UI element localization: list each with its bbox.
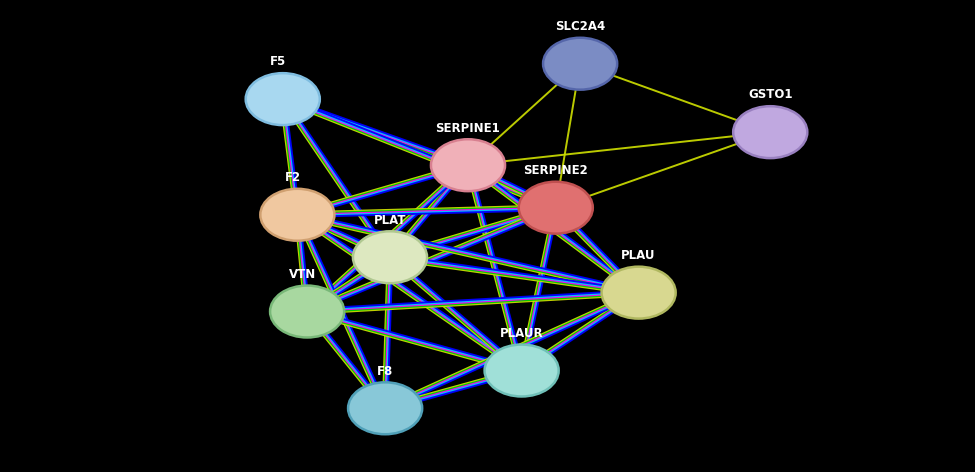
Text: SERPINE1: SERPINE1 xyxy=(436,121,500,135)
Text: VTN: VTN xyxy=(289,268,316,281)
Text: F2: F2 xyxy=(285,171,300,184)
Ellipse shape xyxy=(519,182,593,234)
Ellipse shape xyxy=(431,139,505,191)
Text: PLAU: PLAU xyxy=(621,249,656,262)
Ellipse shape xyxy=(348,382,422,434)
Ellipse shape xyxy=(246,73,320,125)
Ellipse shape xyxy=(602,267,676,319)
Text: GSTO1: GSTO1 xyxy=(748,88,793,101)
Ellipse shape xyxy=(485,345,559,396)
Text: PLAT: PLAT xyxy=(373,213,407,227)
Text: PLAUR: PLAUR xyxy=(500,327,543,340)
Ellipse shape xyxy=(270,286,344,337)
Text: SLC2A4: SLC2A4 xyxy=(555,20,605,33)
Text: F5: F5 xyxy=(270,55,286,68)
Ellipse shape xyxy=(733,106,807,158)
Text: SERPINE2: SERPINE2 xyxy=(524,164,588,177)
Text: F8: F8 xyxy=(377,364,393,378)
Ellipse shape xyxy=(353,231,427,283)
Ellipse shape xyxy=(543,38,617,90)
Ellipse shape xyxy=(260,189,334,241)
